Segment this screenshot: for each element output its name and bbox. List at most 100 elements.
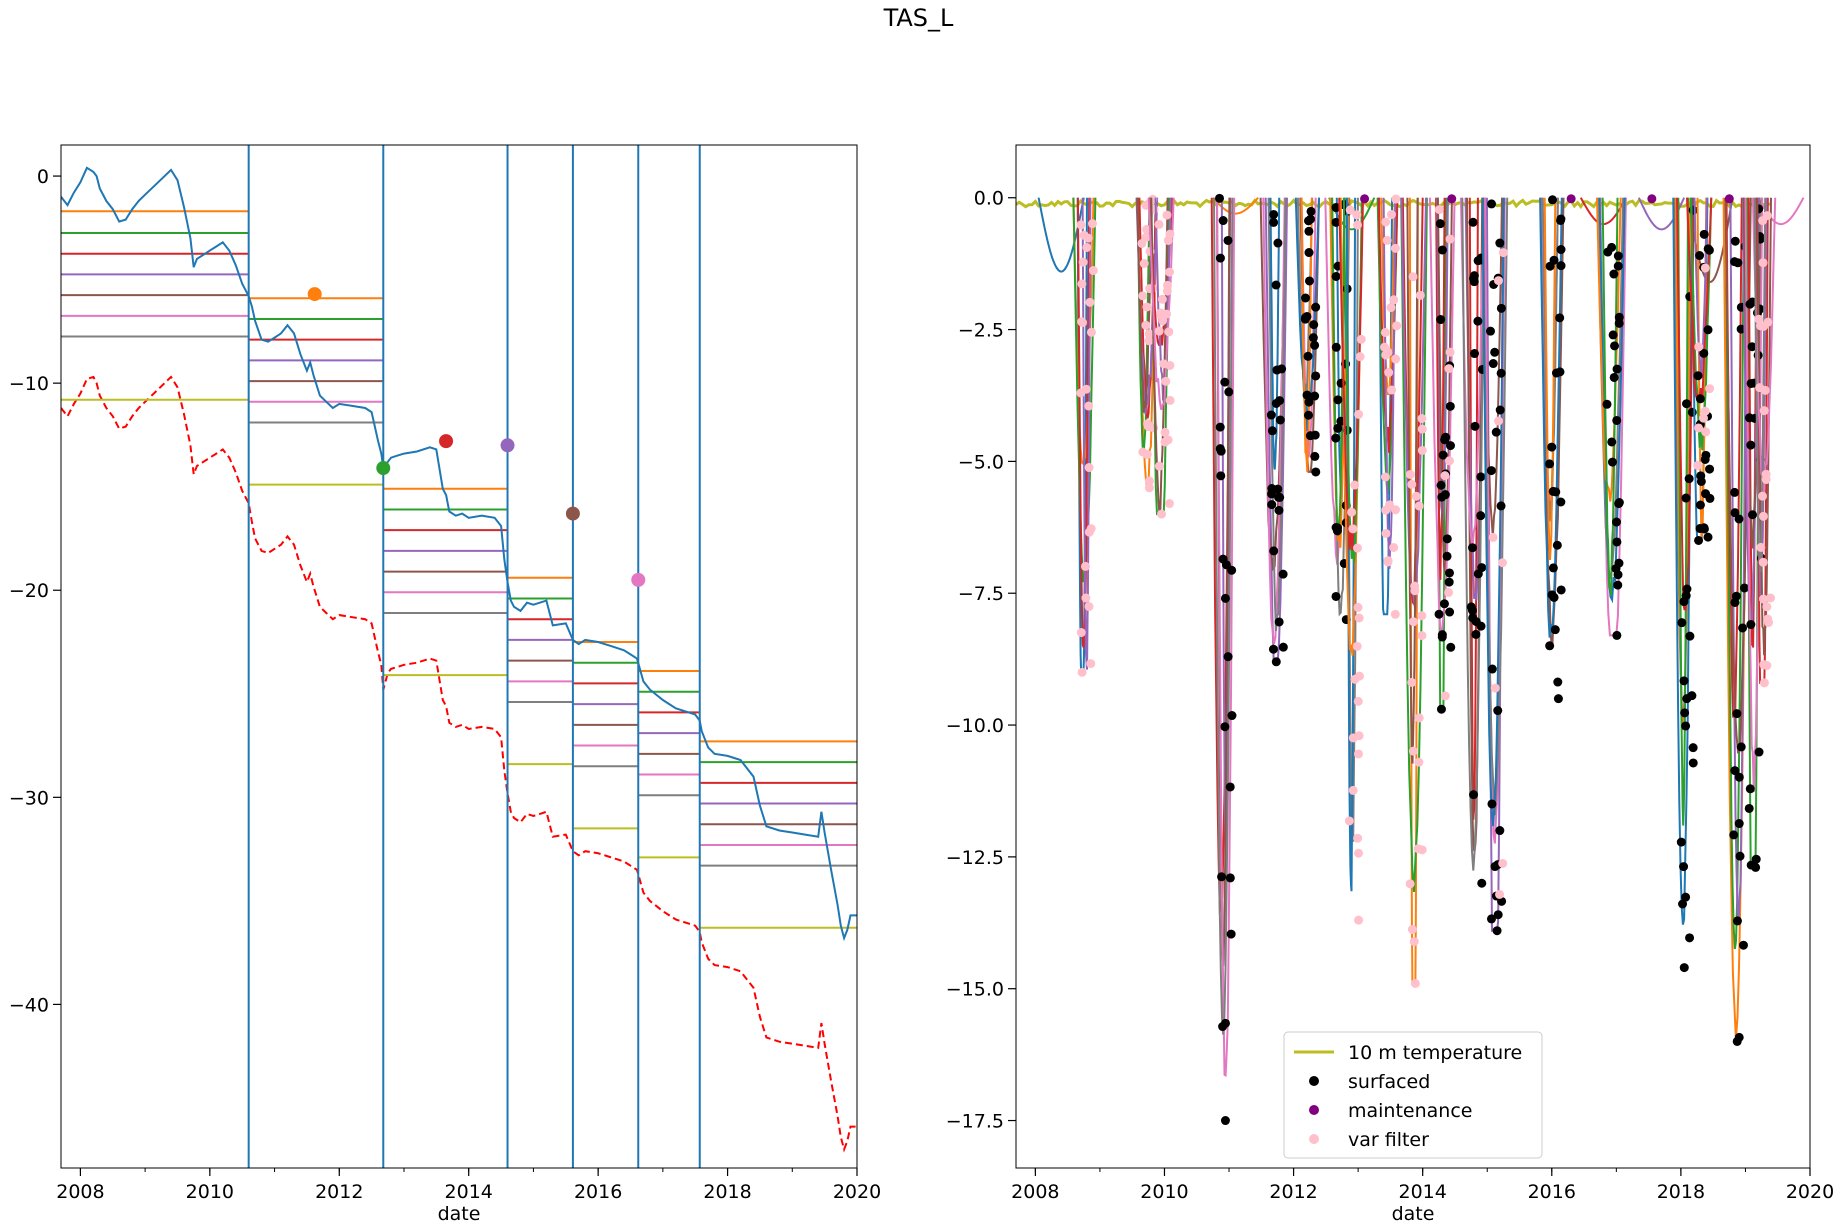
- surfaced-dot: [1436, 315, 1446, 325]
- surfaced-dot: [1556, 497, 1566, 507]
- right-frame: [1015, 144, 1811, 1169]
- var-filter-dot: [1390, 505, 1400, 515]
- var-filter-dot: [1085, 297, 1095, 307]
- surfaced-dot: [1275, 415, 1285, 425]
- profile-line: [1428, 197, 1456, 636]
- surfaced-dot: [1220, 593, 1230, 603]
- surfaced-dot: [1556, 261, 1566, 271]
- surfaced-dot: [1676, 837, 1686, 847]
- profile-line: [1484, 197, 1506, 844]
- var-filter-dot: [1391, 354, 1401, 364]
- figure-title: TAS_L: [883, 4, 954, 32]
- left-x-tick-label: 2018: [703, 1181, 751, 1203]
- shallow-dip-line: [1212, 197, 1259, 215]
- var-filter-dot: [1354, 613, 1364, 623]
- surfaced-dot: [1738, 940, 1748, 950]
- maintenance-dot: [1447, 194, 1457, 204]
- surfaced-dot: [1545, 261, 1555, 271]
- surfaced-dot: [1682, 584, 1692, 594]
- var-filter-dot: [1354, 915, 1364, 925]
- temperature-line: [1016, 198, 1772, 210]
- surfaced-dot: [1437, 245, 1447, 255]
- left-axes: 2008 2010 2012 2014 2016 2018 2020 0 −10 −20 −30 −4…: [9, 144, 881, 1224]
- surfaced-dot: [1679, 963, 1689, 973]
- profile-line: [1269, 197, 1281, 470]
- surfaced-dot: [1547, 590, 1557, 600]
- var-filter-dot: [1154, 219, 1164, 229]
- legend-dot-swatch: [1309, 1134, 1319, 1144]
- var-filter-dot: [1758, 491, 1768, 501]
- var-filter-dot: [1086, 524, 1096, 534]
- right-y-tick-label: −7.5: [958, 583, 1004, 605]
- surfaced-dot: [1308, 333, 1318, 343]
- var-filter-dot: [1086, 659, 1096, 669]
- surfaced-dot: [1331, 591, 1341, 601]
- right-y-tick-label: 0.0: [974, 188, 1004, 210]
- surfaced-dot: [1492, 926, 1502, 936]
- profile-line: [1436, 197, 1453, 573]
- surfaced-dot: [1602, 399, 1612, 409]
- surfaced-dot: [1220, 377, 1230, 387]
- var-filter-dot: [1352, 543, 1362, 553]
- surfaced-dot: [1547, 442, 1557, 452]
- var-filter-dot: [1694, 342, 1704, 352]
- var-filter-dot: [1754, 314, 1764, 324]
- var-filter-dot: [1353, 602, 1363, 612]
- surfaced-dot: [1611, 517, 1621, 527]
- left-x-axis-label: date: [438, 1203, 481, 1224]
- profile-line: [1674, 197, 1692, 731]
- surfaced-dot: [1310, 391, 1320, 401]
- var-filter-dot: [1165, 360, 1175, 370]
- surfaced-dot: [1745, 784, 1755, 794]
- var-filter-dot: [1353, 848, 1363, 858]
- surfaced-dot: [1695, 394, 1705, 404]
- var-filter-dot: [1076, 220, 1086, 230]
- var-filter-dot: [1142, 224, 1152, 234]
- surfaced-dot: [1677, 618, 1687, 628]
- surfaced-dot: [1331, 203, 1341, 213]
- surfaced-dot: [1278, 642, 1288, 652]
- surfaced-dot: [1273, 484, 1283, 494]
- surfaced-dot: [1217, 872, 1227, 882]
- profile-line: [1461, 197, 1486, 871]
- var-filter-dot: [1353, 696, 1363, 706]
- profile-line: [1539, 197, 1563, 638]
- surfaced-dot: [1469, 277, 1479, 287]
- var-filter-dot: [1077, 279, 1087, 289]
- surfaced-dot: [1740, 583, 1750, 593]
- var-filter-dot: [1164, 327, 1174, 337]
- var-filter-dot: [1087, 219, 1097, 229]
- var-filter-dot: [1162, 210, 1172, 220]
- surfaced-dot: [1685, 933, 1695, 943]
- surfaced-dot: [1487, 199, 1497, 209]
- surfaced-dot: [1748, 510, 1758, 520]
- event-marker: [565, 506, 580, 521]
- surfaced-dot: [1607, 242, 1617, 252]
- var-filter-dot: [1162, 309, 1172, 319]
- surfaced-dot: [1751, 854, 1761, 864]
- profile-line: [1543, 197, 1557, 561]
- surfaced-dot: [1613, 570, 1623, 580]
- surfaced-dot: [1278, 569, 1288, 579]
- surfaced-dot: [1269, 209, 1279, 219]
- var-filter-dot: [1756, 542, 1766, 552]
- var-filter-dot: [1414, 713, 1424, 723]
- event-marker: [631, 572, 646, 587]
- surfaced-dot: [1680, 708, 1690, 718]
- var-filter-dot: [1445, 234, 1455, 244]
- surfaced-dot: [1548, 563, 1558, 573]
- surfaced-dot: [1695, 524, 1705, 534]
- surfaced-dot: [1609, 372, 1619, 382]
- surfaced-dot: [1607, 437, 1617, 447]
- maintenance-dot: [1724, 194, 1734, 204]
- surfaced-dot: [1732, 916, 1742, 926]
- var-filter-dot: [1694, 423, 1704, 433]
- var-filter-dot: [1758, 557, 1768, 567]
- var-filter-dot: [1488, 532, 1498, 542]
- surfaced-dot: [1439, 599, 1449, 609]
- var-filter-dot: [1144, 329, 1154, 339]
- var-filter-dot: [1758, 258, 1768, 268]
- var-filter-dot: [1138, 291, 1148, 301]
- surfaced-dot: [1684, 474, 1694, 484]
